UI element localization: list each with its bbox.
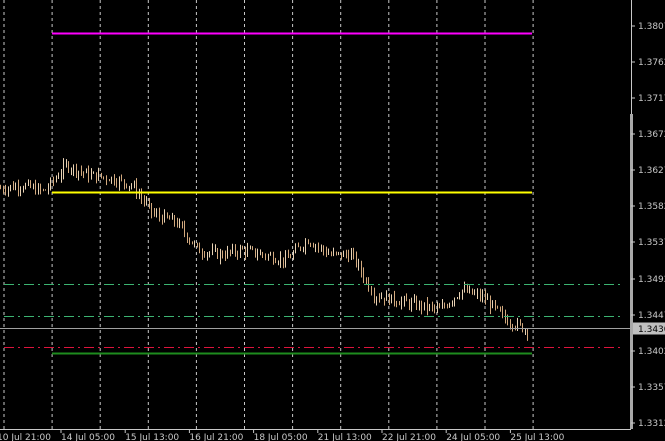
x-tick-label: 25 Jul 13:00 <box>510 433 564 441</box>
x-tick-label: 24 Jul 05:00 <box>446 433 500 441</box>
y-tick-label: 1.3447 <box>638 311 665 321</box>
current-price-badge <box>633 322 665 335</box>
x-tick-label: 18 Jul 05:00 <box>254 433 308 441</box>
y-tick-label: 1.3357 <box>638 383 665 393</box>
x-tick-label: 21 Jul 13:00 <box>318 433 372 441</box>
y-tick-label: 1.3312 <box>638 419 665 429</box>
x-tick-label: 14 Jul 05:00 <box>61 433 115 441</box>
y-tick-label: 1.3672 <box>638 130 665 140</box>
y-tick-label: 1.3717 <box>638 94 665 104</box>
x-tick-label: 16 Jul 21:00 <box>189 433 243 441</box>
y-tick-label: 1.3807 <box>638 22 665 32</box>
x-tick-label: 15 Jul 13:00 <box>125 433 179 441</box>
y-tick-label: 1.3762 <box>638 58 665 68</box>
y-tick-label: 1.3537 <box>638 238 665 248</box>
scroll-indicator <box>630 114 633 429</box>
y-tick-label: 1.3402 <box>638 347 665 357</box>
current-price-label: 1.3430 <box>638 325 665 335</box>
x-tick-label: 10 Jul 21:00 <box>0 433 51 441</box>
y-tick-label: 1.3492 <box>638 275 665 285</box>
y-tick-label: 1.3627 <box>638 166 665 176</box>
y-tick-label: 1.3582 <box>638 202 665 212</box>
x-tick-label: 22 Jul 21:00 <box>382 433 436 441</box>
